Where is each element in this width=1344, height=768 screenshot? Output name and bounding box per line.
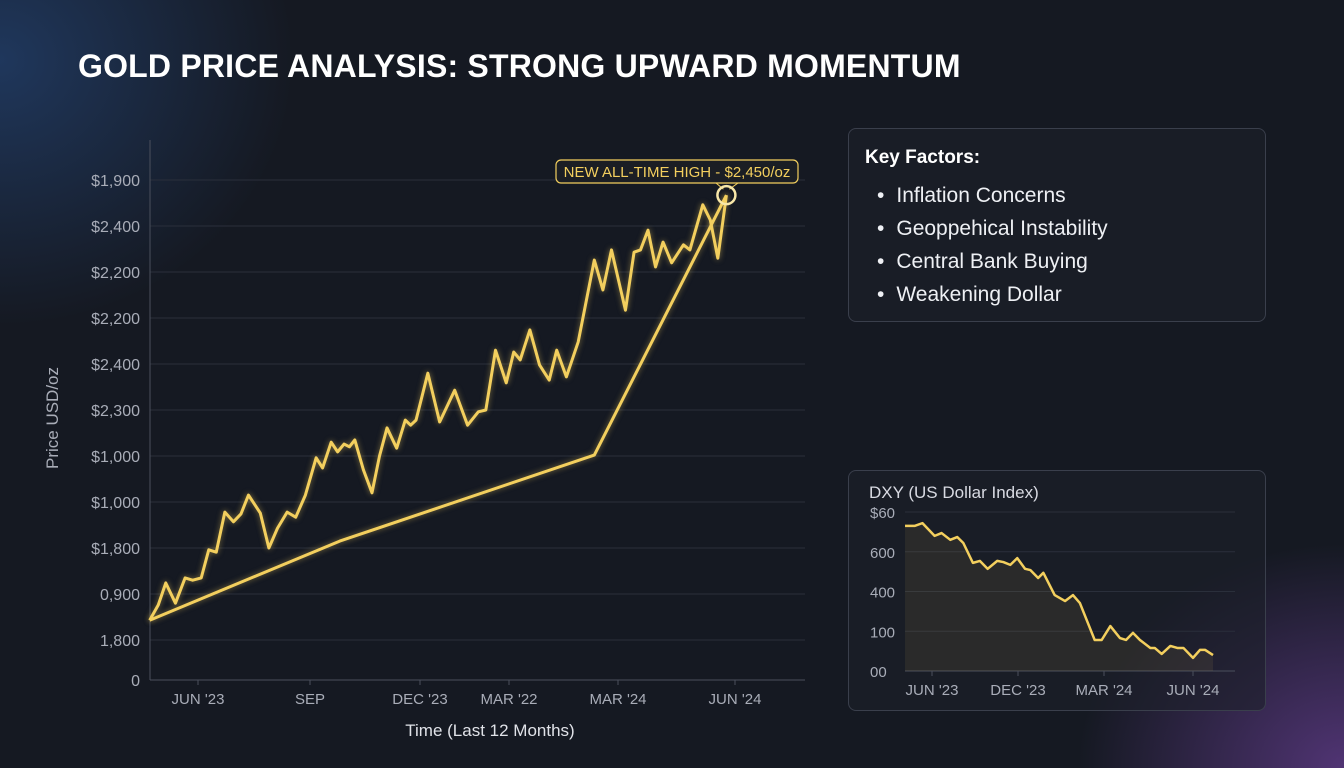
dxy-y-tick-label: 00 <box>870 664 887 681</box>
x-tick-label: SEP <box>295 691 325 708</box>
x-tick-label: MAR '22 <box>480 691 537 708</box>
key-factor-item: Central Bank Buying <box>877 249 1108 282</box>
dxy-y-tick-label: 100 <box>870 624 895 641</box>
dxy-y-tick-label: 400 <box>870 585 895 602</box>
y-tick-label: 0 <box>131 673 140 690</box>
y-tick-label: $2,200 <box>91 265 140 282</box>
y-tick-label: $1,800 <box>91 541 140 558</box>
dxy-x-tick-label: DEC '23 <box>990 682 1045 699</box>
dxy-area <box>905 523 1214 671</box>
y-tick-label: $2,400 <box>91 357 140 374</box>
series-line-price <box>148 194 728 621</box>
dxy-x-tick-label: MAR '24 <box>1075 682 1132 699</box>
key-factor-item: Inflation Concerns <box>877 183 1108 216</box>
y-tick-label: $2,200 <box>91 311 140 328</box>
dxy-y-tick-label: $60 <box>870 505 895 522</box>
dxy-x-tick-label: JUN '23 <box>906 682 959 699</box>
key-factors-title: Key Factors: <box>865 147 981 168</box>
annotation-label: NEW ALL-TIME HIGH - $2,450/oz <box>564 164 791 181</box>
y-tick-label: $1,000 <box>91 495 140 512</box>
y-tick-label: 0,900 <box>100 587 140 604</box>
x-tick-label: DEC '23 <box>392 691 447 708</box>
key-factor-item: Weakening Dollar <box>877 282 1108 315</box>
y-tick-label: $2,300 <box>91 403 140 420</box>
x-tick-label: JUN '24 <box>709 691 762 708</box>
dxy-y-tick-label: 600 <box>870 545 895 562</box>
y-tick-label: $2,400 <box>91 219 140 236</box>
y-tick-label: $1,900 <box>91 173 140 190</box>
x-axis-title: Time (Last 12 Months) <box>405 721 574 740</box>
x-tick-label: MAR '24 <box>589 691 646 708</box>
all-time-high-marker <box>716 184 737 206</box>
dxy-x-tick-label: JUN '24 <box>1167 682 1220 699</box>
dxy-title: DXY (US Dollar Index) <box>869 483 1039 502</box>
y-tick-label: 1,800 <box>100 633 140 650</box>
series-line-trend <box>149 194 728 622</box>
dxy-line <box>905 521 1214 660</box>
annotation-box <box>555 159 799 184</box>
x-tick-label: JUN '23 <box>172 691 225 708</box>
key-factors-panel: Key Factors: Inflation Concerns Geoppehi… <box>848 128 1266 322</box>
y-axis-title: Price USD/oz <box>43 367 62 469</box>
page-title: GOLD PRICE ANALYSIS: STRONG UPWARD MOMEN… <box>78 48 961 84</box>
y-tick-label: $1,000 <box>91 449 140 466</box>
key-factor-item: Geoppehical Instability <box>877 216 1107 249</box>
